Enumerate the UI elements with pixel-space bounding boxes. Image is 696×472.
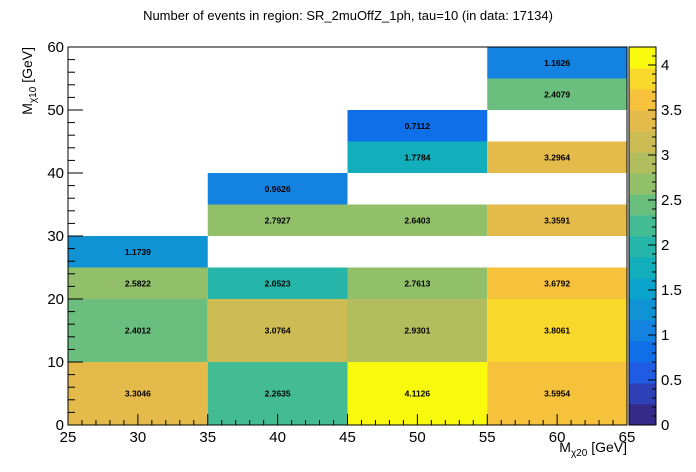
colorbar-tick-label: 1.5 bbox=[661, 282, 682, 299]
colorbar-tick-label: 2.5 bbox=[661, 192, 682, 209]
colorbar-swatch bbox=[629, 341, 656, 363]
cell-value-label: 2.6403 bbox=[404, 215, 430, 225]
cell-value-label: 0.7112 bbox=[405, 121, 431, 131]
heatmap-cell bbox=[347, 141, 488, 173]
colorbar-swatch bbox=[629, 404, 656, 426]
cell-value-label: 4.1126 bbox=[405, 389, 431, 399]
heatmap-cell bbox=[207, 267, 348, 299]
colorbar-swatch bbox=[629, 110, 656, 132]
heatmap-cell bbox=[207, 204, 348, 236]
heatmap-cell bbox=[347, 110, 488, 142]
colorbar: 0 0.5 1 1.5 2 2.5 3 3.5 4 bbox=[628, 46, 682, 434]
heatmap-cell bbox=[207, 299, 348, 362]
heatmap-cell bbox=[487, 299, 627, 362]
colorbar-swatch bbox=[629, 152, 656, 174]
heatmap-cell bbox=[347, 299, 488, 362]
colorbar-tick-label: 2 bbox=[661, 237, 669, 254]
cell-value-label: 2.4079 bbox=[544, 89, 570, 99]
colorbar-tick-label: 3 bbox=[661, 147, 669, 164]
heatmap-cell bbox=[487, 141, 627, 173]
x-tick-label: 25 bbox=[60, 429, 77, 446]
cell-value-label: 3.3046 bbox=[125, 389, 151, 399]
colorbar-swatch bbox=[629, 320, 656, 342]
x-tick-label: 55 bbox=[479, 429, 496, 446]
cell-value-label: 1.7784 bbox=[404, 152, 430, 162]
x-axis-title-text: Mχ20 [GeV] bbox=[559, 439, 627, 459]
cell-value-label: 3.5954 bbox=[544, 389, 570, 399]
y-axis-title-text: Mχ10 [GeV] bbox=[19, 47, 39, 115]
colorbar-swatch bbox=[629, 257, 656, 279]
cell-value-label: 2.7927 bbox=[265, 215, 291, 225]
colorbar-swatch bbox=[629, 47, 656, 69]
colorbar-tick-label: 3.5 bbox=[661, 102, 682, 119]
y-axis-title: Mχ10 [GeV] bbox=[19, 47, 39, 115]
colorbar-swatch bbox=[629, 383, 656, 405]
cell-value-label: 2.9301 bbox=[404, 326, 430, 336]
colorbar-tick-label: 0 bbox=[661, 417, 669, 434]
heatmap-cell bbox=[68, 299, 208, 362]
chart-title: Number of events in region: SR_2muOffZ_1… bbox=[143, 8, 553, 23]
cell-value-label: 3.3591 bbox=[544, 215, 570, 225]
heatmap-cell bbox=[68, 236, 208, 268]
x-axis-title-main: M bbox=[559, 439, 571, 455]
ticks-layer: 25 30 35 40 45 50 55 60 65 0 10 20 30 40 50 60 bbox=[47, 39, 635, 446]
y-tick-label: 50 bbox=[47, 102, 64, 119]
x-tick-label: 65 bbox=[619, 429, 636, 446]
y-tick-label: 30 bbox=[47, 228, 64, 245]
y-axis-title-unit: [GeV] bbox=[19, 47, 35, 87]
colorbar-tick-label: 1 bbox=[661, 327, 669, 344]
cell-value-label: 1.1626 bbox=[544, 58, 570, 68]
cell-value-label: 0.9626 bbox=[265, 184, 291, 194]
cell-value-label: 2.4012 bbox=[125, 326, 151, 336]
colorbar-swatch bbox=[629, 194, 656, 216]
colorbar-tick-label: 4 bbox=[661, 57, 669, 74]
colorbar-swatch bbox=[629, 362, 656, 384]
y-tick-label: 10 bbox=[47, 354, 64, 371]
colorbar-tick-label: 0.5 bbox=[661, 372, 682, 389]
y-tick-label: 60 bbox=[47, 39, 64, 56]
colorbar-swatch bbox=[629, 236, 656, 258]
heatmap-cell bbox=[487, 78, 627, 110]
colorbar-swatch bbox=[629, 299, 656, 321]
x-tick-label: 30 bbox=[130, 429, 147, 446]
cell-value-label: 3.2964 bbox=[544, 152, 570, 162]
y-tick-label: 40 bbox=[47, 165, 64, 182]
colorbar-swatch bbox=[629, 278, 656, 300]
heatmap-cell bbox=[487, 204, 627, 236]
colorbar-swatch bbox=[629, 68, 656, 90]
cell-value-label: 2.5822 bbox=[125, 278, 151, 288]
x-tick-label: 50 bbox=[409, 429, 426, 446]
heatmap-cell bbox=[207, 173, 348, 205]
cell-value-label: 3.0764 bbox=[265, 326, 291, 336]
cell-value-label: 2.7613 bbox=[404, 278, 430, 288]
x-tick-label: 45 bbox=[339, 429, 356, 446]
y-axis-title-main: M bbox=[19, 103, 35, 115]
x-tick-label: 60 bbox=[549, 429, 566, 446]
cells-layer: 3.3046 2.4012 2.5822 1.1739 2.2635 3.0764 2.05… bbox=[68, 47, 627, 425]
cell-value-label: 2.0523 bbox=[265, 278, 291, 288]
heatmap-cell bbox=[347, 204, 488, 236]
cell-value-label: 3.8061 bbox=[544, 326, 570, 336]
colorbar-swatch bbox=[629, 215, 656, 237]
heatmap-cell bbox=[487, 47, 627, 79]
cell-value-label: 2.2635 bbox=[265, 389, 291, 399]
y-tick-label: 0 bbox=[56, 417, 64, 434]
heatmap-cell bbox=[487, 267, 627, 299]
cell-value-label: 1.1739 bbox=[125, 247, 151, 257]
x-tick-label: 35 bbox=[199, 429, 216, 446]
heatmap-cell bbox=[68, 267, 208, 299]
colorbar-swatch bbox=[629, 131, 656, 153]
x-axis-title-unit: [GeV] bbox=[587, 439, 627, 455]
x-axis-title-sub: χ20 bbox=[571, 448, 588, 459]
heatmap-cell bbox=[347, 267, 488, 299]
colorbar-swatch bbox=[629, 173, 656, 195]
x-axis-title: Mχ20 [GeV] bbox=[559, 439, 627, 459]
y-axis-title-sub: χ10 bbox=[28, 86, 39, 103]
colorbar-swatch bbox=[629, 89, 656, 111]
x-tick-label: 40 bbox=[269, 429, 286, 446]
y-tick-label: 20 bbox=[47, 291, 64, 308]
cell-value-label: 3.6792 bbox=[544, 278, 570, 288]
